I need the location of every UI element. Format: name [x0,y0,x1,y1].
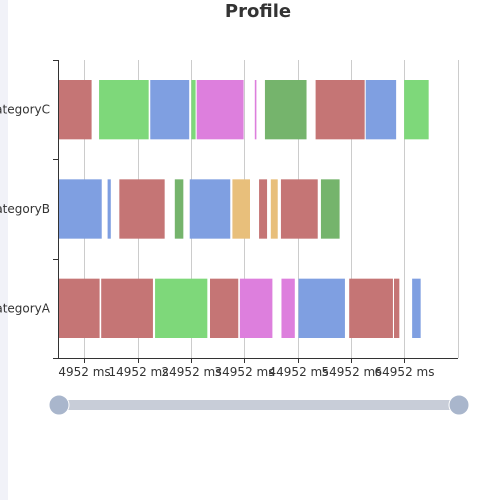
x-tick-label: 34952 ms [215,365,275,379]
zoom-track[interactable] [59,400,459,410]
task-bar[interactable] [254,80,257,140]
y-tick-label: categoryC [0,103,50,117]
task-bar[interactable] [264,80,307,140]
task-bar[interactable] [119,179,165,239]
y-tick-label: categoryA [0,301,51,315]
task-bar[interactable] [280,179,318,239]
task-bar[interactable] [281,278,295,338]
task-bar[interactable] [196,80,244,140]
x-tick-label: 54952 ms [322,365,382,379]
task-bar[interactable] [101,278,153,338]
data-zoom-slider[interactable] [48,394,470,416]
x-tick-label: 24952 ms [162,365,222,379]
task-bar[interactable] [404,80,429,140]
task-bar[interactable] [189,179,231,239]
task-bar[interactable] [365,80,397,140]
task-bar[interactable] [150,80,190,140]
task-bar[interactable] [174,179,184,239]
x-tick-label: 4952 ms [58,365,110,379]
task-bar[interactable] [210,278,239,338]
task-bar[interactable] [259,179,268,239]
task-bar[interactable] [58,179,102,239]
task-bar[interactable] [191,80,196,140]
x-tick-label: 44952 ms [269,365,329,379]
axis-layer: categoryA categoryB categoryC 4952 ms14952 … [0,60,458,379]
task-bar[interactable] [239,278,273,338]
task-bar[interactable] [58,278,100,338]
left-edge-strip [0,0,8,500]
zoom-start-handle[interactable] [48,394,70,416]
task-bar[interactable] [99,80,149,140]
task-bar[interactable] [232,179,250,239]
task-bar[interactable] [315,80,365,140]
task-bar[interactable] [155,278,208,338]
x-tick-label: 64952 ms [375,365,435,379]
task-bar[interactable] [107,179,111,239]
task-bar[interactable] [320,179,340,239]
chart-title: Profile [224,1,292,22]
bar-layer [58,80,429,338]
task-bar[interactable] [394,278,400,338]
x-tick-label: 14952 ms [109,365,169,379]
task-bar[interactable] [270,179,278,239]
task-bar[interactable] [58,80,92,140]
y-tick-label: categoryB [0,202,50,216]
task-bar[interactable] [349,278,393,338]
task-bar[interactable] [412,278,421,338]
task-bar[interactable] [298,278,345,338]
zoom-end-handle[interactable] [448,394,470,416]
